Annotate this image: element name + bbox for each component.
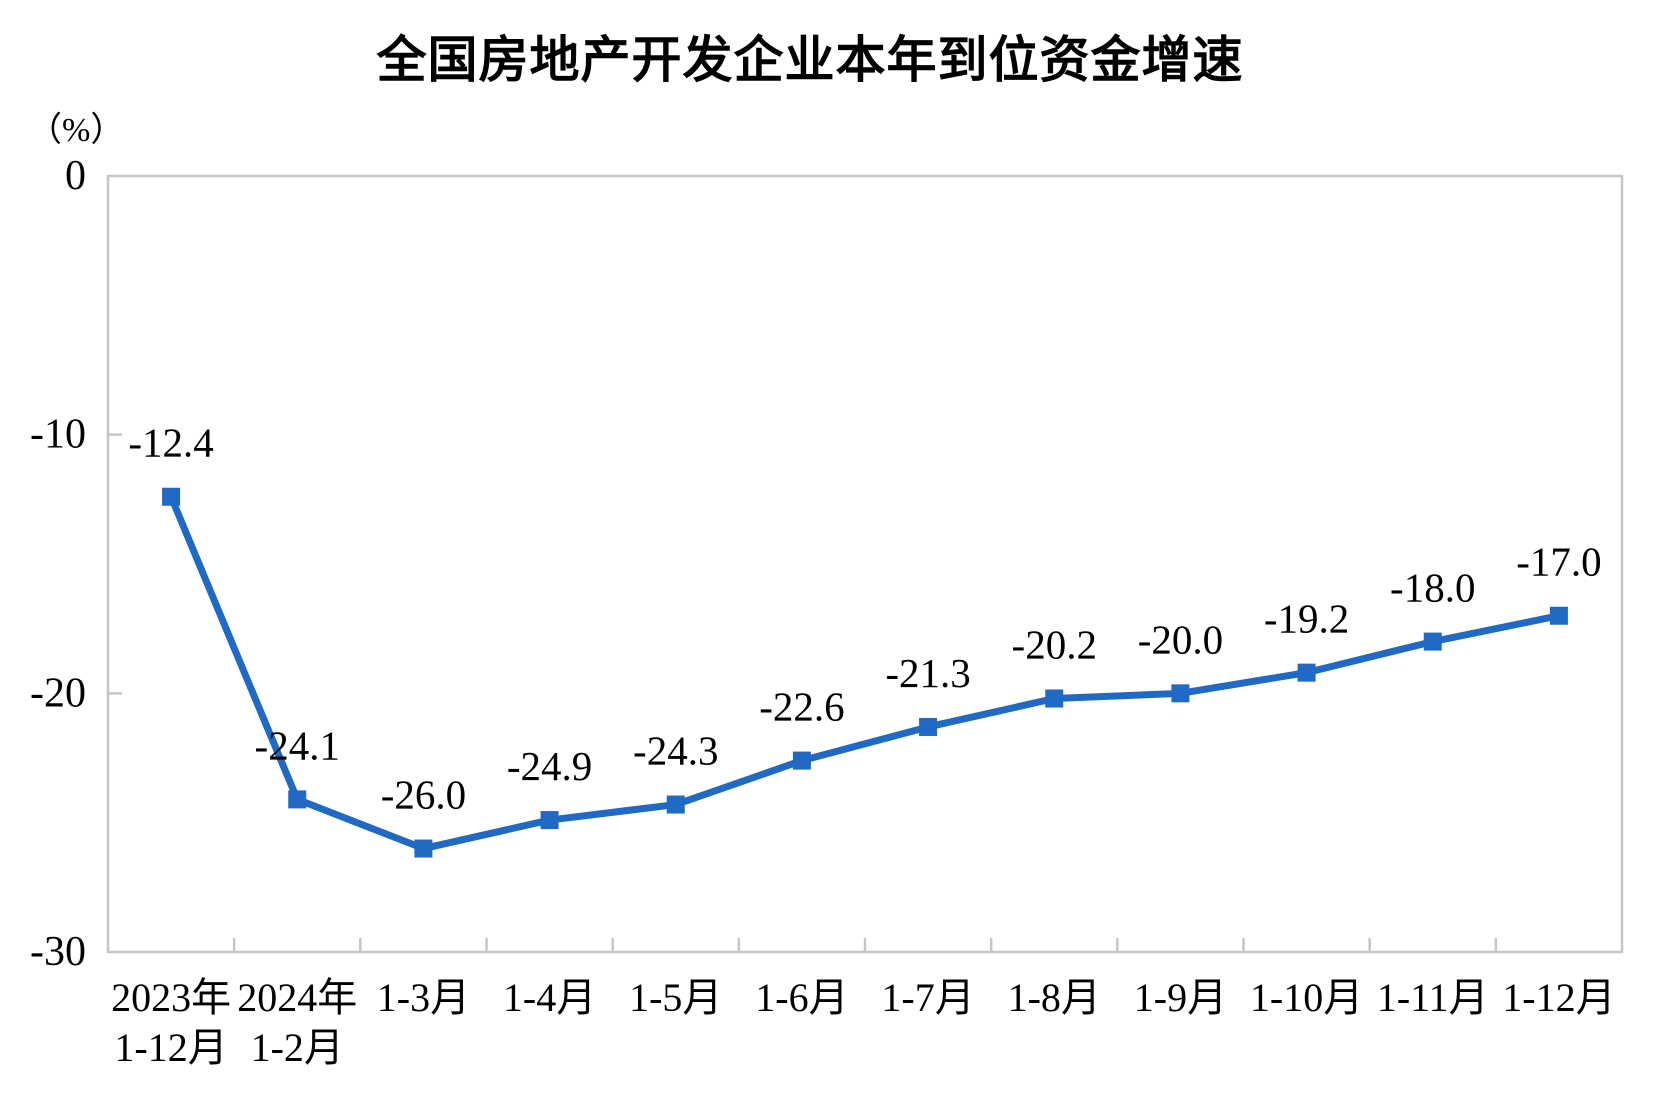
y-tick-label: -20 bbox=[30, 670, 86, 716]
chart-title: 全国房地产开发企业本年到位资金增速 bbox=[376, 32, 1244, 88]
data-point-label: -24.1 bbox=[255, 722, 340, 768]
data-point-label: -26.0 bbox=[381, 772, 466, 818]
data-point-marker bbox=[162, 487, 181, 506]
x-tick-label: 1-12月 bbox=[1502, 975, 1615, 1020]
x-tick-label: 1-7月 bbox=[881, 975, 974, 1020]
data-point-label: -22.6 bbox=[759, 684, 844, 730]
data-point-marker bbox=[1297, 663, 1316, 682]
y-tick-label: -30 bbox=[30, 929, 86, 975]
data-point-marker bbox=[919, 717, 938, 736]
data-point-label: -24.9 bbox=[507, 743, 592, 789]
y-tick-label: -10 bbox=[30, 412, 86, 458]
data-point-marker bbox=[1423, 632, 1442, 651]
data-point-label: -18.0 bbox=[1390, 565, 1475, 611]
x-tick-label: 1-4月 bbox=[503, 975, 596, 1020]
x-tick-label: 1-8月 bbox=[1008, 975, 1101, 1020]
x-tick-label: 1-10月 bbox=[1250, 975, 1363, 1020]
x-tick-label: 1-9月 bbox=[1134, 975, 1227, 1020]
x-tick-label: 1-5月 bbox=[629, 975, 722, 1020]
data-point-marker bbox=[414, 839, 433, 858]
data-point-label: -19.2 bbox=[1264, 596, 1349, 642]
data-point-marker bbox=[540, 811, 559, 830]
x-tick-label: 1-11月 bbox=[1377, 975, 1489, 1020]
x-tick-label: 2024年 bbox=[237, 975, 357, 1020]
data-point-marker bbox=[792, 751, 811, 770]
x-tick-label: 1-12月 bbox=[114, 1025, 227, 1070]
data-point-marker bbox=[1171, 684, 1190, 703]
data-point-marker bbox=[666, 795, 685, 814]
data-point-marker bbox=[288, 790, 307, 809]
data-point-label: -20.2 bbox=[1012, 622, 1097, 668]
y-axis-unit-label: （%） bbox=[28, 112, 125, 149]
data-point-label: -21.3 bbox=[885, 650, 970, 696]
x-tick-label: 2023年 bbox=[111, 975, 231, 1020]
data-point-label: -20.0 bbox=[1138, 616, 1223, 662]
x-tick-label: 1-2月 bbox=[251, 1025, 344, 1070]
x-tick-label: 1-3月 bbox=[377, 975, 470, 1020]
data-point-label: -17.0 bbox=[1516, 539, 1601, 585]
y-tick-label: 0 bbox=[65, 153, 86, 199]
series-line bbox=[167, 493, 1563, 853]
data-point-label: -24.3 bbox=[633, 728, 718, 774]
data-point-marker bbox=[1549, 606, 1568, 625]
x-tick-label: 1-6月 bbox=[755, 975, 848, 1020]
data-point-label: -12.4 bbox=[128, 420, 213, 466]
data-point-marker bbox=[1045, 689, 1064, 708]
